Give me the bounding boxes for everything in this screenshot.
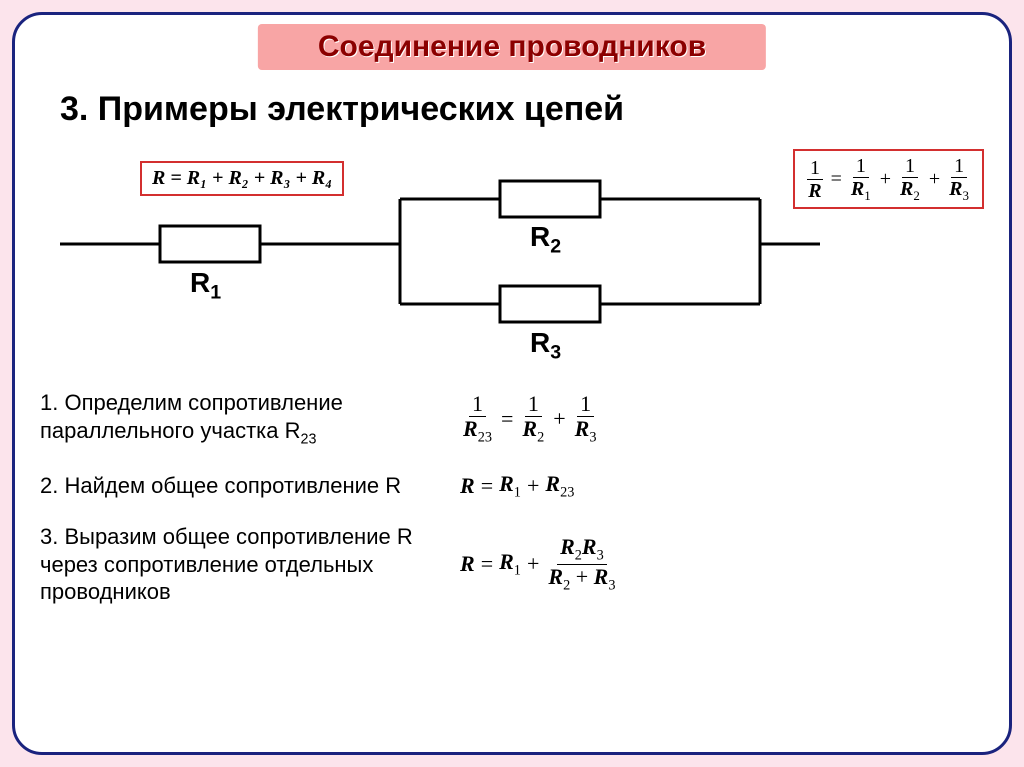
step-1: 1. Определим сопротивление параллельного… xyxy=(40,389,984,449)
frac-1-over-R2: 1 R2 xyxy=(897,155,923,203)
label-R1: R1 xyxy=(190,267,221,305)
slide-title: Соединение проводников xyxy=(318,30,706,63)
frac-1-over-R3: 1 R3 xyxy=(946,155,972,203)
step-1-formula: 1R23 = 1R2 + 1R3 xyxy=(460,392,600,446)
step-3-text: 3. Выразим общее сопротивление R через с… xyxy=(40,523,460,606)
solution-steps: 1. Определим сопротивление параллельного… xyxy=(40,389,984,606)
step-3-formula: R = R1 + R2R3 R2 + R3 xyxy=(460,535,618,594)
step-3: 3. Выразим общее сопротивление R через с… xyxy=(40,523,984,606)
step-2-formula: R = R1 + R23 xyxy=(460,471,574,501)
section-heading: 3. Примеры электрических цепей xyxy=(60,90,984,129)
label-R3: R3 xyxy=(530,327,561,365)
step-2-text: 2. Найдем общее сопротивление R xyxy=(40,472,460,500)
content-area: 3. Примеры электрических цепей R = R₁ + … xyxy=(40,90,984,747)
title-banner: Соединение проводников xyxy=(258,24,766,70)
step-1-text: 1. Определим сопротивление параллельного… xyxy=(40,389,460,449)
circuit-svg xyxy=(40,149,900,369)
label-R2: R2 xyxy=(530,221,561,259)
circuit-diagram: R = R₁ + R₂ + R₃ + R₄ 1 R = 1 R1 + 1 R2 … xyxy=(40,149,984,379)
step-2: 2. Найдем общее сопротивление R R = R1 +… xyxy=(40,471,984,501)
